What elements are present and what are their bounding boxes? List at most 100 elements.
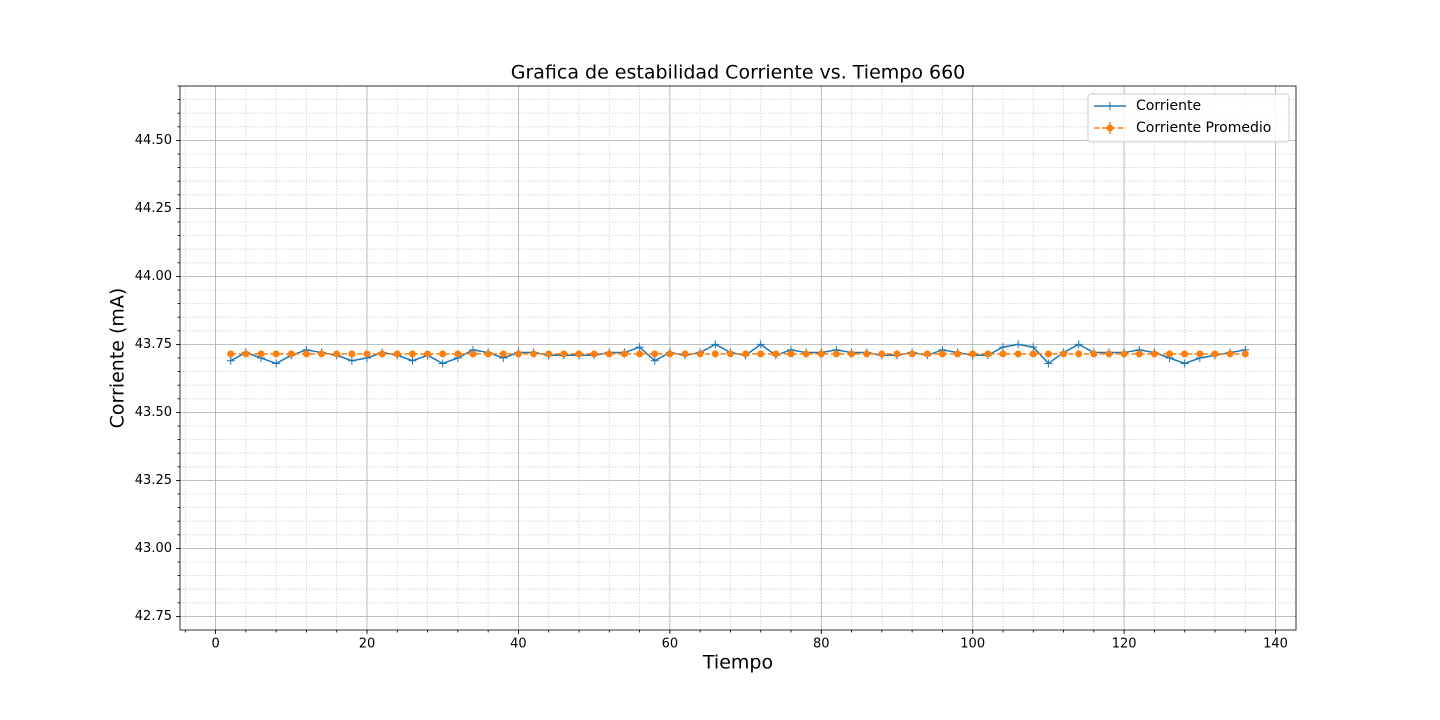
point — [1074, 340, 1083, 349]
point — [1196, 350, 1204, 358]
point — [954, 350, 962, 358]
point — [226, 356, 235, 365]
point — [438, 359, 447, 368]
point — [742, 350, 750, 358]
point — [1135, 350, 1143, 358]
x-tick-label: 20 — [359, 637, 376, 652]
point — [984, 350, 992, 358]
y-tick-label: 43.75 — [135, 337, 172, 352]
point — [938, 350, 946, 358]
y-tick-label: 44.50 — [135, 133, 172, 148]
point — [620, 350, 628, 358]
x-tick-label: 140 — [1263, 637, 1288, 652]
point — [969, 350, 977, 358]
point — [272, 359, 281, 368]
point — [424, 350, 432, 358]
point — [923, 350, 931, 358]
point — [817, 350, 825, 358]
point — [318, 350, 326, 358]
point — [711, 340, 720, 349]
x-tick-label: 0 — [211, 637, 219, 652]
point — [1060, 350, 1068, 358]
point — [1075, 350, 1083, 358]
x-axis-label: Tiempo — [702, 652, 773, 674]
point — [696, 350, 704, 358]
point — [257, 350, 265, 358]
point — [1241, 350, 1249, 358]
point — [756, 340, 765, 349]
point — [227, 350, 235, 358]
point — [681, 350, 689, 358]
point — [908, 350, 916, 358]
point — [650, 356, 659, 365]
point — [757, 350, 765, 358]
point — [545, 350, 553, 358]
y-tick-label: 44.00 — [135, 269, 172, 284]
point — [333, 350, 341, 358]
point — [863, 350, 871, 358]
x-tick-label: 100 — [960, 637, 985, 652]
plot-frame — [179, 85, 1297, 631]
legend-label: Corriente — [1136, 98, 1201, 114]
point — [1181, 350, 1189, 358]
chart-title: Grafica de estabilidad Corriente vs. Tie… — [511, 62, 966, 84]
x-tick-label: 120 — [1112, 637, 1137, 652]
point — [1150, 350, 1158, 358]
point — [484, 350, 492, 358]
point — [590, 350, 598, 358]
x-tick-label: 80 — [813, 637, 830, 652]
point — [393, 350, 401, 358]
point — [832, 350, 840, 358]
point — [635, 343, 644, 352]
x-tick-label: 40 — [510, 637, 527, 652]
point — [287, 350, 295, 358]
point — [772, 350, 780, 358]
y-tick-label: 43.50 — [135, 405, 172, 420]
point — [605, 350, 613, 358]
point — [1029, 343, 1038, 352]
y-axis-label: Corriente (mA) — [107, 288, 129, 429]
point — [636, 350, 644, 358]
point — [1226, 350, 1234, 358]
point — [302, 350, 310, 358]
point — [575, 350, 583, 358]
point — [726, 350, 734, 358]
point — [999, 350, 1007, 358]
point — [1044, 350, 1052, 358]
point — [1090, 350, 1098, 358]
point — [1014, 350, 1022, 358]
point — [802, 350, 810, 358]
point — [787, 350, 795, 358]
y-tick-label: 43.25 — [135, 473, 172, 488]
legend-marker — [1106, 124, 1114, 132]
point — [408, 356, 417, 365]
point — [711, 350, 719, 358]
point — [1180, 359, 1189, 368]
point — [454, 350, 462, 358]
point — [378, 350, 386, 358]
legend-box — [1087, 93, 1290, 143]
point — [439, 350, 447, 358]
x-tick-label: 60 — [662, 637, 679, 652]
legend-label: Corriente Promedio — [1136, 120, 1271, 136]
point — [1166, 350, 1174, 358]
y-tick-label: 43.00 — [135, 541, 172, 556]
point — [499, 350, 507, 358]
point — [893, 350, 901, 358]
point — [998, 343, 1007, 352]
point — [1120, 350, 1128, 358]
point — [363, 350, 371, 358]
point — [347, 356, 356, 365]
point — [1105, 350, 1113, 358]
point — [1014, 340, 1023, 349]
point — [560, 350, 568, 358]
point — [1211, 350, 1219, 358]
point — [242, 350, 250, 358]
point — [469, 350, 477, 358]
point — [408, 350, 416, 358]
point — [848, 350, 856, 358]
legend-marker — [1106, 102, 1114, 110]
point — [1029, 350, 1037, 358]
point — [272, 350, 280, 358]
